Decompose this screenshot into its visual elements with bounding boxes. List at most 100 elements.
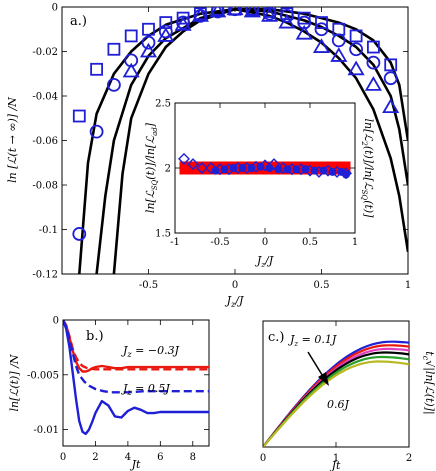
panel-b-series-line <box>63 320 209 436</box>
panel-a-marker-circle <box>72 227 87 241</box>
inset-marker-circle-filled <box>256 162 265 171</box>
panel-a-fit-curve <box>112 7 408 274</box>
inset-xlabel: Jz/J <box>255 254 274 269</box>
panel-a-marker-circle <box>349 42 364 57</box>
inset-ylabel-right: ln[ℒ2(t)]/ln[ℒSQ(t)] <box>360 119 375 219</box>
panel-a-marker-triangle <box>364 76 382 91</box>
inset-marker-circle-filled <box>319 166 328 175</box>
panel-a: -0.5 0 0.5 10-0.02-0.04-0.06-0.08-0.1-0.12 … <box>6 3 411 310</box>
x-tick-label: -0.5 <box>139 280 158 291</box>
panel-b-lines <box>63 320 209 436</box>
inset-marker-diamond-open <box>196 162 208 174</box>
panel-c-ylabel: tc√|ln[ℒ(t)]| <box>421 351 436 414</box>
panel-a-xlabel: Jz/J <box>225 294 244 309</box>
panel-c-arrow-shaft <box>307 351 325 379</box>
panel-a-marker-circle <box>158 24 173 39</box>
inset-marker-diamond-open <box>187 158 199 171</box>
panel-a-marker-square <box>107 42 121 56</box>
x-tick-label: 0.5 <box>302 237 318 248</box>
x-tick-label: 0 <box>60 452 66 463</box>
x-tick-label: 1 <box>352 237 358 248</box>
x-tick-label: 8 <box>190 452 196 463</box>
inset-marker-circle-filled <box>247 164 256 172</box>
x-tick-label: 0 <box>260 453 266 464</box>
panel-a-marker-square <box>142 22 155 36</box>
panel-a-marker-triangle <box>174 16 192 31</box>
panel-a-marker-square <box>124 29 138 43</box>
inset-marker-circle-filled <box>342 170 350 179</box>
inset-marker-diamond-open <box>268 158 280 171</box>
panel-a-marker-square <box>349 29 363 43</box>
panel-c-xlabel: Jt <box>330 459 341 471</box>
y-tick-label: -0.08 <box>32 181 58 192</box>
panel-a-marker-circle <box>314 22 329 37</box>
panel-a-marker-circle <box>331 33 346 48</box>
panel-a-marker-circle <box>107 77 121 92</box>
panel-c: 0 1 2 c.) Jz = 0.1J 0.6J Jt tc√|ln[ℒ(t)]| <box>260 320 436 471</box>
panel-a-fit-curve <box>95 7 408 274</box>
panel-b-annotation-red: Jz = −0.3J <box>121 344 180 359</box>
x-tick-label: 1 <box>405 280 411 291</box>
x-tick-label: 0 <box>262 237 268 248</box>
panel-a-marker-circle <box>279 8 294 23</box>
inset-marker-circle-filled <box>238 164 247 172</box>
panel-a-marker-triangle <box>243 7 261 18</box>
panel-a-marker-circle <box>124 53 139 68</box>
panel-a-marker-triangle <box>226 7 244 16</box>
panel-a-marker-circle <box>228 7 242 17</box>
panel-a-markers <box>72 7 400 241</box>
inset-marker-circle-filled <box>301 165 310 174</box>
panel-a-marker-triangle <box>295 24 313 40</box>
panel-b-ylabel: ln[ℒ(t)] /N <box>8 354 21 411</box>
panel-a-ticks: -0.5 0 0.5 1 0 -0.02 -0.04 -0.06 -0.08 -0.1 -0.12 <box>32 3 411 292</box>
x-tick-label: 2 <box>406 453 412 464</box>
y-tick-label: 1.5 <box>155 229 171 240</box>
panel-a-marker-triangle <box>139 42 158 58</box>
y-tick-label: -0.06 <box>32 136 58 147</box>
y-tick-label: 0 <box>53 316 59 327</box>
x-tick-label: 0 <box>232 280 238 291</box>
panel-a-label: a.) <box>70 14 87 29</box>
inset-marker-diamond-open <box>205 162 217 174</box>
panel-a-marker-circle <box>297 15 312 30</box>
panel-b: 0 2 4 6 8 0 -0.005 -0.01 b.) Jz = −0.3J Jz = 0.… <box>8 316 210 471</box>
panel-a-marker-circle <box>89 124 104 139</box>
y-tick-label: -0.02 <box>32 47 58 58</box>
x-tick-label: -1 <box>170 237 180 248</box>
x-tick-label: 1 <box>333 453 339 464</box>
panel-c-annotation-bottom: 0.6J <box>327 398 349 411</box>
x-tick-label: 2 <box>92 452 98 463</box>
y-tick-label: -0.005 <box>27 370 59 381</box>
y-tick-label: 0 <box>52 3 58 14</box>
panel-b-ticks: 0 2 4 6 8 0 -0.005 -0.01 <box>27 316 209 463</box>
panel-a-marker-triangle <box>278 13 296 29</box>
y-tick-label: -0.04 <box>32 92 58 103</box>
y-tick-label: -0.1 <box>39 225 58 236</box>
panel-a-marker-triangle <box>330 47 348 62</box>
panel-a-marker-triangle <box>261 7 279 22</box>
panel-a-marker-square <box>297 11 311 25</box>
panel-a-marker-square <box>366 40 380 54</box>
panel-a-marker-circle <box>366 55 381 70</box>
panel-a-marker-triangle <box>382 98 400 114</box>
panel-a-marker-square <box>384 58 398 72</box>
panel-a-marker-triangle <box>312 38 331 53</box>
panel-a-marker-circle <box>383 71 398 86</box>
inset-ticks: -1 -0.5 0 0.5 1 1.5 2 2.5 <box>155 99 358 249</box>
y-tick-label: -0.12 <box>32 270 58 281</box>
inset: -1 -0.5 0 0.5 1 1.5 2 2.5 Jz/J ln[ℒSQ(t)]/ln[ℒa… <box>144 99 375 270</box>
panel-a-marker-triangle <box>122 62 140 78</box>
inset-markers <box>178 152 352 180</box>
y-tick-label: 2 <box>165 164 171 175</box>
panel-a-marker-triangle <box>157 27 175 42</box>
panel-c-arrow-head <box>318 372 329 386</box>
panel-a-marker-circle <box>210 7 225 19</box>
panel-a-marker-square <box>176 11 190 25</box>
inset-marker-circle-filled <box>310 166 319 175</box>
panel-b-annotation-blue: Jz = 0.5J <box>121 382 170 397</box>
panel-a-marker-square <box>90 62 103 76</box>
inset-marker-circle-filled <box>220 165 229 174</box>
inset-marker-circle-filled <box>283 165 292 174</box>
panel-c-annotation-top: Jz = 0.1J <box>288 333 337 348</box>
